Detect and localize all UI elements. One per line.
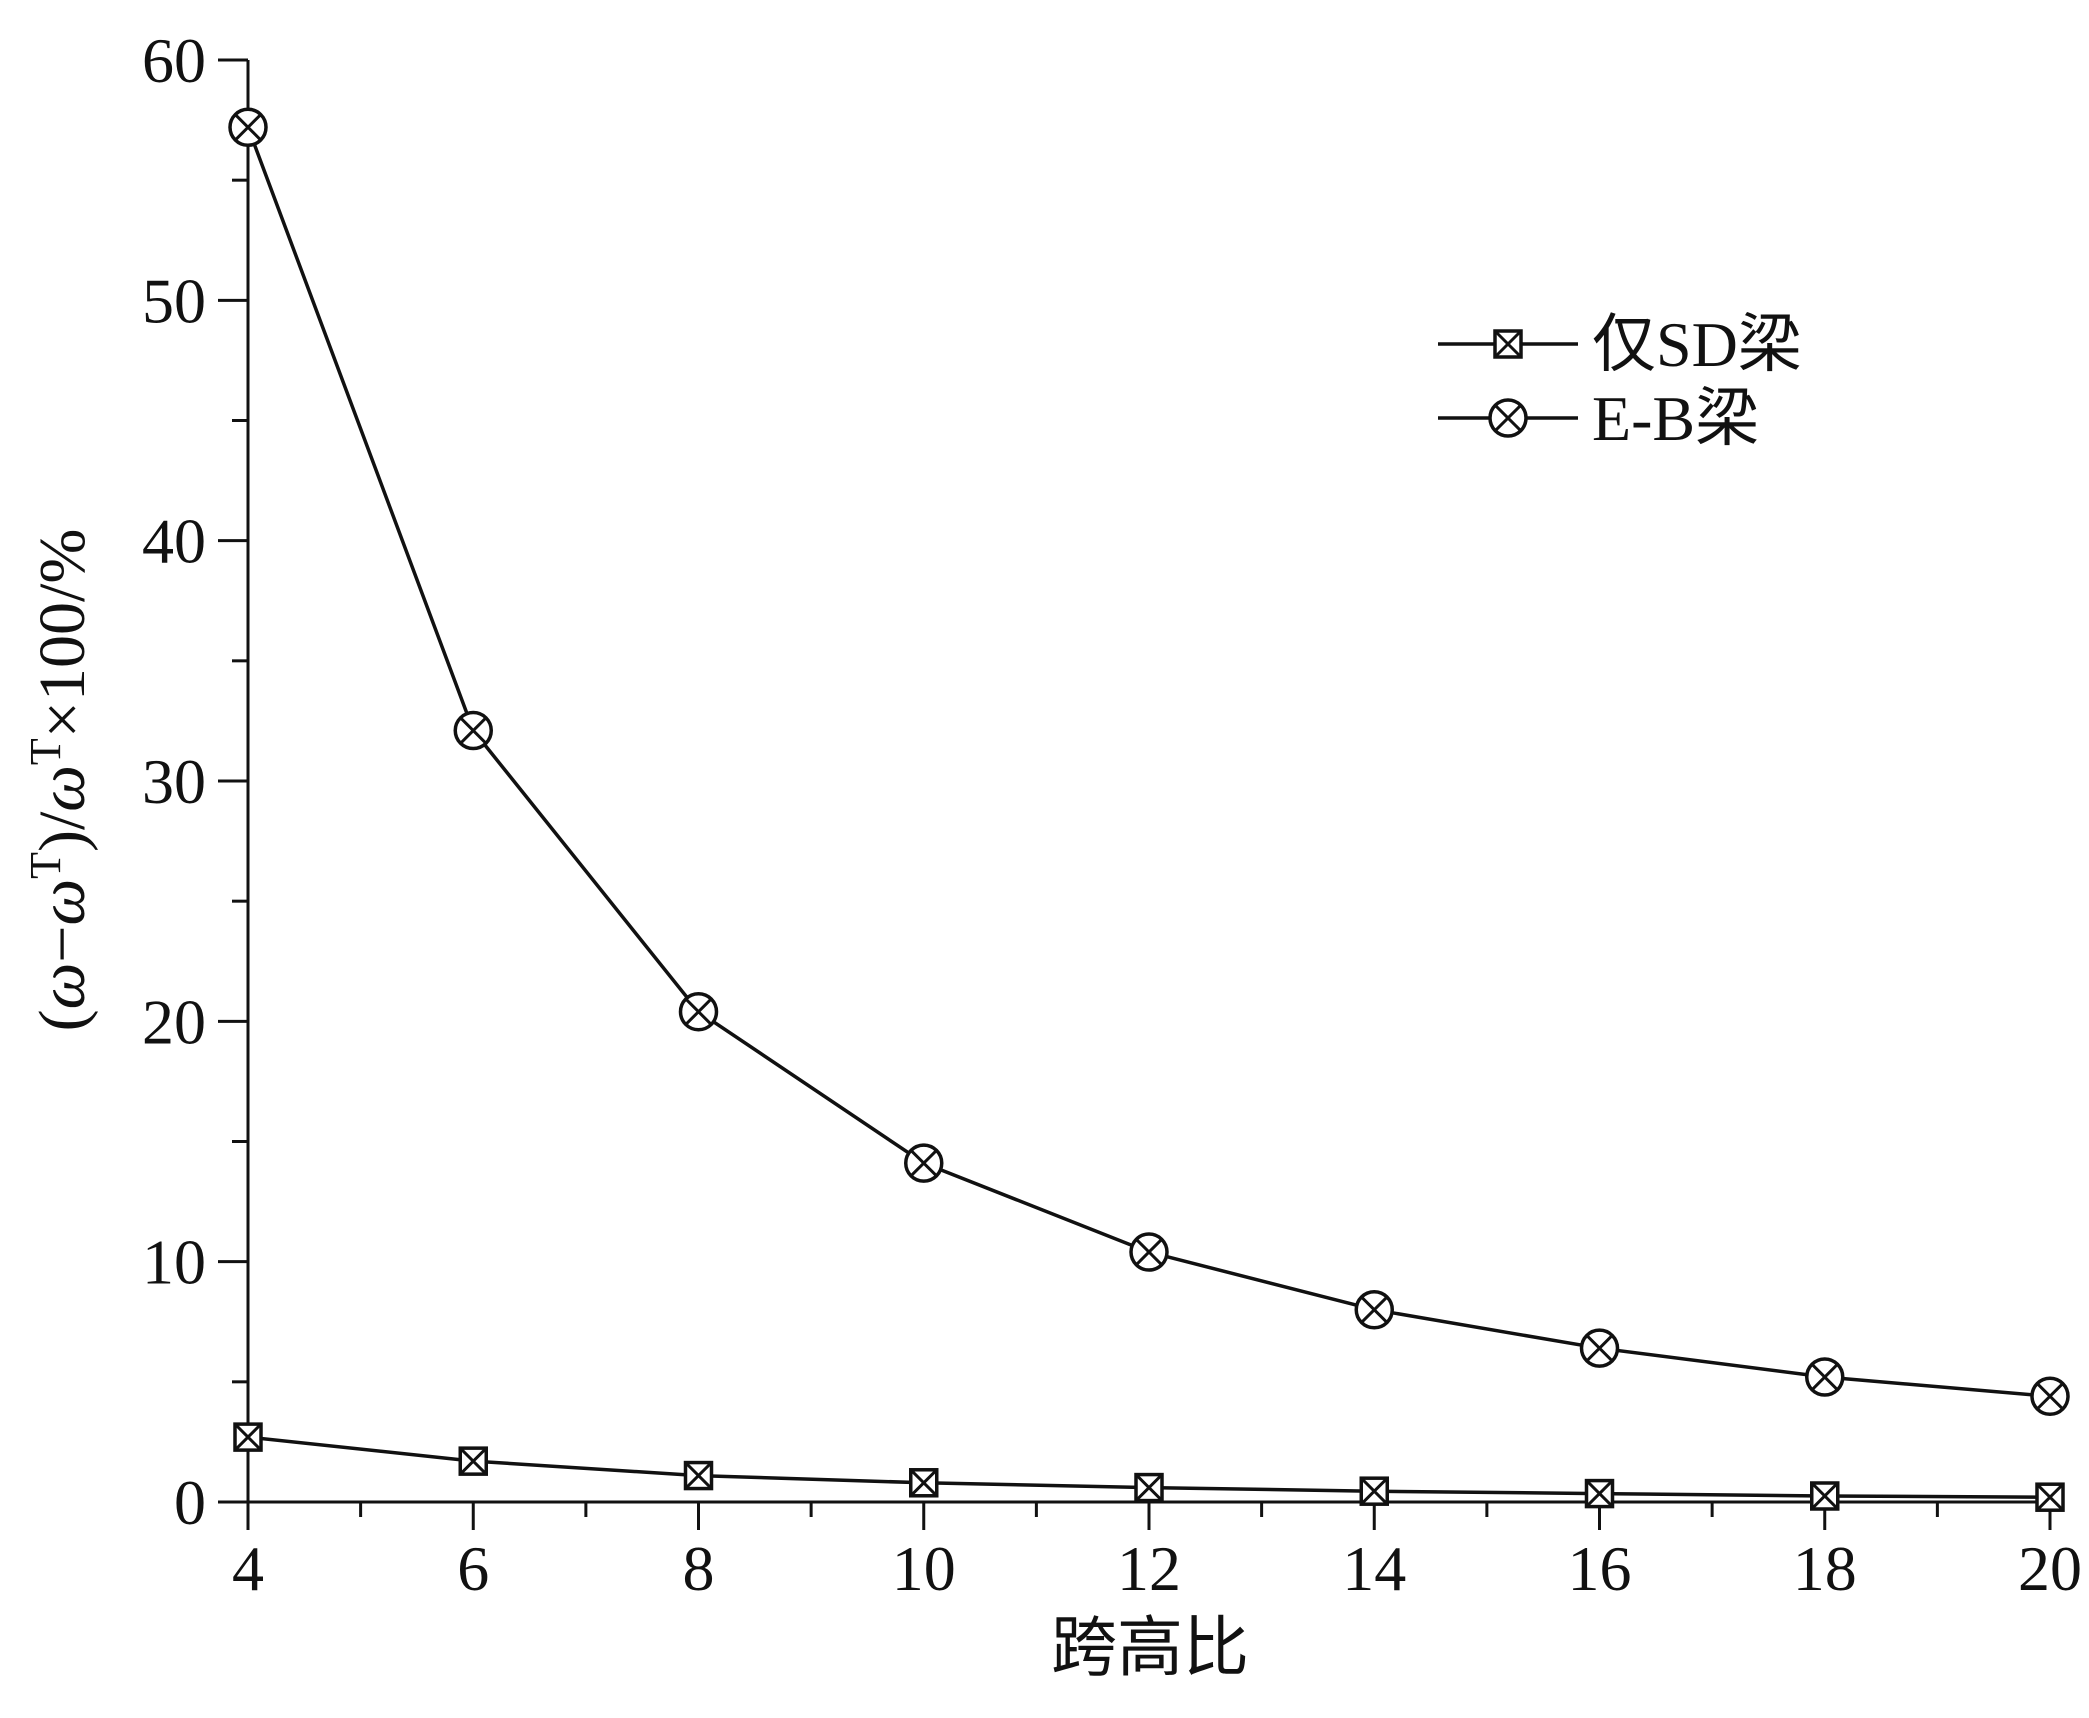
legend-marker [1493, 329, 1523, 359]
x-tick-label: 20 [2018, 1533, 2082, 1604]
data-point [1134, 1472, 1164, 1503]
marker-cross [233, 1423, 263, 1452]
data-point [909, 1468, 939, 1498]
y-axis-title-part: ×100/% [26, 529, 99, 739]
legend-label: E-B梁 [1592, 383, 1759, 454]
marker-cross [1810, 1481, 1839, 1511]
marker-cross [2036, 1382, 2064, 1411]
marker-cross [684, 1461, 713, 1490]
y-axis-title-part: ( [26, 1009, 99, 1031]
x-tick-label: 12 [1117, 1533, 1181, 1604]
y-tick-label: 60 [142, 25, 206, 96]
legend-marker [1488, 398, 1528, 438]
marker-cross [909, 1149, 938, 1177]
y-axis-title: (ω−ωT)/ωT×100/% [21, 529, 100, 1032]
x-tick-label: 6 [457, 1533, 489, 1604]
data-point [1805, 1357, 1845, 1397]
y-tick-label: 50 [142, 265, 206, 336]
y-tick-label: 40 [142, 506, 206, 577]
y-axis-title-part: T [21, 852, 70, 879]
marker-cross [234, 113, 262, 142]
data-point [453, 710, 493, 751]
y-tick-label: 30 [142, 746, 206, 817]
marker-cross [1360, 1295, 1389, 1324]
y-tick-label: 0 [174, 1467, 206, 1538]
legend-item: E-B梁 [1438, 383, 1759, 454]
y-axis-title-part: T [21, 738, 70, 765]
y-tick-label: 20 [142, 986, 206, 1057]
y-axis-title-part: ω [26, 765, 99, 812]
marker-cross [684, 997, 713, 1026]
y-axis-title-part: )/ [26, 811, 99, 852]
data-point [233, 1422, 263, 1452]
data-point [2035, 1482, 2065, 1512]
data-point [1810, 1481, 1840, 1511]
marker-cross [459, 1447, 488, 1476]
data-point [1354, 1289, 1394, 1330]
data-point [2030, 1376, 2070, 1417]
marker-cross [1135, 1238, 1163, 1266]
y-axis-title-part: ω [26, 963, 99, 1010]
marker-cross [2035, 1483, 2065, 1512]
legend-label: 仅SD梁 [1592, 309, 1802, 380]
marker-cross [1810, 1363, 1839, 1391]
marker-cross [1134, 1473, 1164, 1502]
legend-item: 仅SD梁 [1438, 309, 1802, 380]
x-axis-title: 跨高比 [1051, 1612, 1249, 1685]
data-point [1584, 1478, 1615, 1509]
marker-cross [1585, 1334, 1614, 1362]
x-tick-label: 14 [1342, 1533, 1406, 1604]
data-point [228, 107, 268, 148]
marker-cross [459, 716, 488, 745]
marker-cross [909, 1468, 938, 1497]
data-point [683, 1460, 714, 1491]
data-point [1359, 1476, 1389, 1506]
y-tick-label: 10 [142, 1227, 206, 1298]
series-circle-x [228, 107, 2070, 1417]
data-point [904, 1143, 944, 1183]
x-tick-label: 10 [892, 1533, 956, 1604]
x-tick-label: 16 [1568, 1533, 1632, 1604]
marker-cross [1494, 404, 1522, 432]
axis-labels: 跨高比 (ω−ωT)/ωT×100/% [21, 529, 1250, 1685]
series-square-x [233, 1422, 2065, 1512]
data-point [1129, 1232, 1169, 1272]
marker-cross [1585, 1479, 1614, 1508]
x-tick-label: 4 [232, 1533, 264, 1604]
axes: 0 10 20 30 40 50 60 4 6 8 10 12 14 16 18 20 [142, 25, 2082, 1604]
data-point [1579, 1328, 1620, 1368]
data-point [678, 991, 719, 1032]
marker-cross [1360, 1477, 1389, 1506]
marker-cross [1493, 329, 1523, 359]
y-axis-title-part: − [26, 926, 99, 963]
x-tick-label: 8 [683, 1533, 715, 1604]
data-point [458, 1446, 488, 1476]
x-tick-label: 18 [1793, 1533, 1857, 1604]
series-group [228, 107, 2070, 1512]
y-axis-title-part: ω [26, 879, 99, 926]
